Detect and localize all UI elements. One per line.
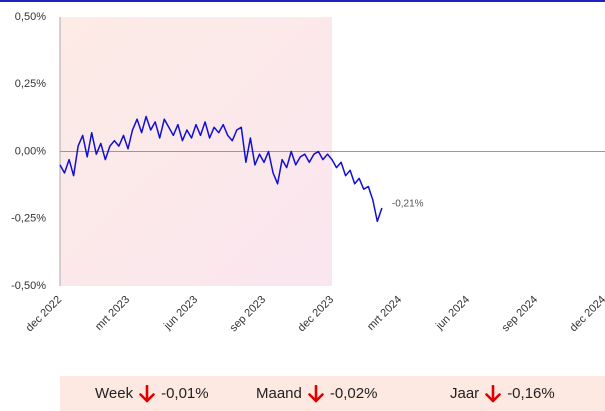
down-arrow bbox=[139, 384, 155, 402]
summary-value: -0,16% bbox=[507, 385, 555, 402]
y-tick-label: 0,25% bbox=[15, 78, 46, 90]
x-tick-label: dec 2022 bbox=[24, 294, 64, 334]
x-tick-label: sep 2023 bbox=[228, 294, 268, 334]
y-tick-label: 0,00% bbox=[15, 145, 46, 157]
summary-label: Jaar bbox=[450, 385, 480, 402]
x-tick-label: sep 2024 bbox=[500, 294, 540, 334]
x-tick-label: dec 2023 bbox=[296, 294, 336, 334]
y-tick-label: -0,25% bbox=[11, 213, 46, 225]
summary-item: Jaar -0,16% bbox=[450, 384, 555, 403]
summary-item: Week -0,01% bbox=[95, 384, 209, 403]
y-tick-label: 0,50% bbox=[15, 11, 46, 23]
down-arrow bbox=[308, 384, 324, 402]
summary-item: Maand -0,02% bbox=[256, 384, 378, 403]
x-tick-label: mrt 2024 bbox=[365, 294, 404, 333]
x-tick-label: jun 2023 bbox=[161, 294, 200, 333]
summary-bar: Week -0,01% Maand -0,02% Jaar -0,16% bbox=[60, 376, 605, 411]
chart: -0,50% -0,25% 0,00% 0,25% 0,50% dec 2022 mrt 2… bbox=[0, 0, 605, 334]
x-tick-label: jun 2024 bbox=[433, 294, 472, 333]
top-border bbox=[0, 0, 605, 2]
down-arrow bbox=[485, 384, 501, 402]
summary-label: Week bbox=[95, 385, 134, 402]
summary-value: -0,01% bbox=[161, 385, 209, 402]
x-tick-label: dec 2024 bbox=[568, 294, 605, 334]
end-label: -0,21% bbox=[392, 199, 424, 210]
series-line bbox=[59, 115, 383, 223]
x-tick-label: mrt 2023 bbox=[93, 294, 132, 333]
summary-label: Maand bbox=[256, 385, 302, 402]
summary-value: -0,02% bbox=[329, 385, 378, 402]
y-tick-label: -0,50% bbox=[11, 280, 46, 292]
